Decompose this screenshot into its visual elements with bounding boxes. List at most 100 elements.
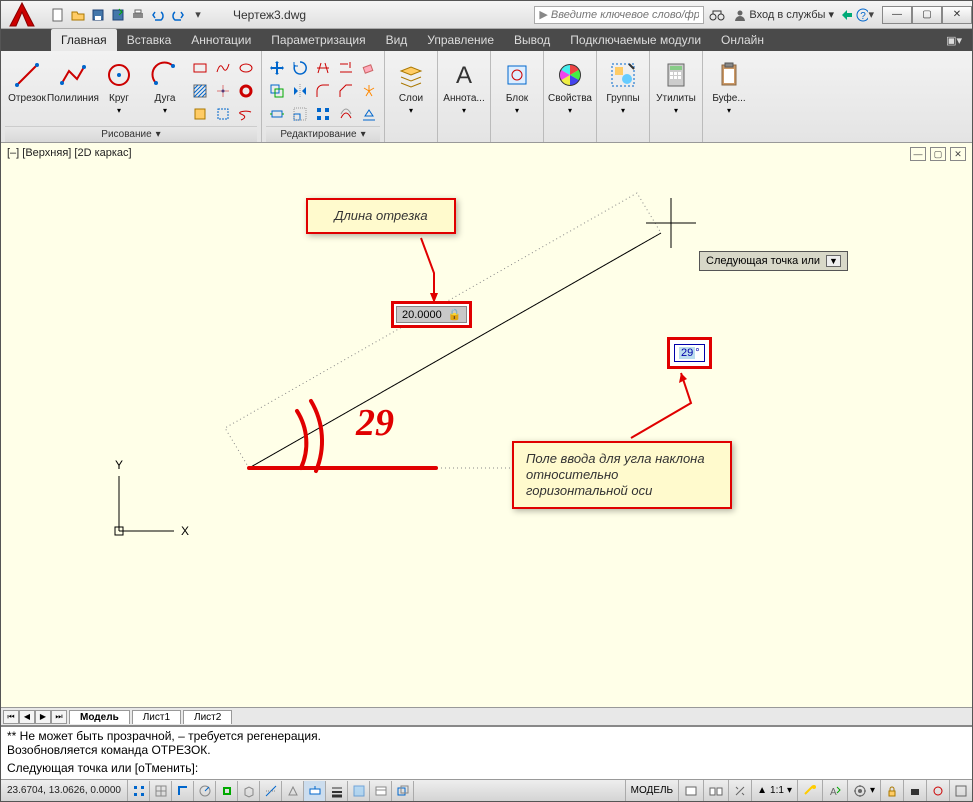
workspace-switching-icon[interactable]: ▾	[847, 780, 880, 801]
quickview-drawings-icon[interactable]	[703, 780, 728, 801]
osnap3d-icon[interactable]	[238, 781, 260, 801]
erase-icon[interactable]	[358, 57, 380, 79]
fillet-icon[interactable]	[312, 80, 334, 102]
snap-icon[interactable]	[128, 781, 150, 801]
hardware-accel-icon[interactable]	[903, 780, 926, 801]
boundary-icon[interactable]	[212, 103, 234, 125]
hatch-icon[interactable]	[189, 80, 211, 102]
open-icon[interactable]	[69, 6, 87, 24]
ellipse-icon[interactable]	[235, 57, 257, 79]
tab-sheet1[interactable]: Лист1	[132, 710, 181, 724]
tab-first-icon[interactable]: ⏮	[3, 710, 19, 724]
tab-insert[interactable]: Вставка	[117, 29, 182, 51]
cmd-prompt[interactable]: Следующая точка или [оТменить]:	[7, 761, 966, 775]
polar-icon[interactable]	[194, 781, 216, 801]
tab-annotations[interactable]: Аннотации	[181, 29, 261, 51]
vp-close-icon[interactable]: ✕	[950, 147, 966, 161]
viewport-label[interactable]: [–] [Верхняя] [2D каркас]	[7, 147, 132, 159]
scale-icon[interactable]	[289, 103, 311, 125]
new-icon[interactable]	[49, 6, 67, 24]
extend-icon[interactable]	[335, 57, 357, 79]
annotation-visibility-icon[interactable]	[797, 780, 822, 801]
offset-icon[interactable]	[335, 103, 357, 125]
clean-screen-icon[interactable]	[949, 780, 972, 801]
point-icon[interactable]	[212, 80, 234, 102]
circle-button[interactable]: Круг▾	[97, 57, 141, 117]
tab-last-icon[interactable]: ⏭	[51, 710, 67, 724]
block-button[interactable]: Блок▾	[495, 57, 539, 117]
groups-button[interactable]: Группы▾	[601, 57, 645, 117]
clipboard-button[interactable]: Буфе...▾	[707, 57, 751, 117]
selection-cycling-icon[interactable]	[392, 781, 414, 801]
otrack-icon[interactable]	[260, 781, 282, 801]
grid-icon[interactable]	[150, 781, 172, 801]
line-button[interactable]: Отрезок	[5, 57, 49, 106]
ribbon-expand-icon[interactable]: ▣▾	[936, 29, 972, 51]
toolbar-lock-icon[interactable]	[880, 780, 903, 801]
transparency-icon[interactable]	[348, 781, 370, 801]
chamfer-icon[interactable]	[335, 80, 357, 102]
annotation-scale[interactable]: ▲1:1▾	[751, 780, 797, 801]
ducs-icon[interactable]	[282, 781, 304, 801]
command-line[interactable]: ** Не может быть прозрачной, – требуется…	[1, 725, 972, 779]
help-icon[interactable]: ?▾	[856, 6, 874, 24]
app-menu-icon[interactable]	[5, 0, 39, 32]
tab-output[interactable]: Вывод	[504, 29, 560, 51]
minimize-button[interactable]: —	[882, 6, 912, 24]
align-icon[interactable]	[358, 103, 380, 125]
login-button[interactable]: Вход в службы▾	[730, 8, 838, 21]
isolate-objects-icon[interactable]	[926, 780, 949, 801]
dimension-input[interactable]: 20.0000 🔒	[396, 306, 467, 323]
save-icon[interactable]	[89, 6, 107, 24]
vp-minimize-icon[interactable]: —	[910, 147, 926, 161]
polyline-button[interactable]: Полилиния	[51, 57, 95, 106]
arc-button[interactable]: Дуга▾	[143, 57, 187, 117]
angle-input[interactable]: 29°	[674, 344, 705, 362]
explode-icon[interactable]	[358, 80, 380, 102]
layers-button[interactable]: Слои▾	[389, 57, 433, 117]
tab-manage[interactable]: Управление	[417, 29, 504, 51]
tab-plugins[interactable]: Подключаемые модули	[560, 29, 711, 51]
array-icon[interactable]	[312, 103, 334, 125]
properties-button[interactable]: Свойства▾	[548, 57, 592, 117]
spline-icon[interactable]	[212, 57, 234, 79]
tab-online[interactable]: Онлайн	[711, 29, 774, 51]
tab-sheet2[interactable]: Лист2	[183, 710, 232, 724]
annotation-button[interactable]: AАннота...▾	[442, 57, 486, 117]
saveas-icon[interactable]	[109, 6, 127, 24]
dyn-icon[interactable]	[304, 781, 326, 801]
stretch-icon[interactable]	[266, 103, 288, 125]
maximize-button[interactable]: ▢	[912, 6, 942, 24]
qp-icon[interactable]	[370, 781, 392, 801]
vp-maximize-icon[interactable]: ▢	[930, 147, 946, 161]
qat-dropdown-icon[interactable]: ▾	[189, 6, 207, 24]
move-icon[interactable]	[266, 57, 288, 79]
exchange-icon[interactable]	[838, 6, 856, 24]
drawing-canvas[interactable]: X Y Длина отрезка 20.	[1, 143, 972, 707]
rect-icon[interactable]	[189, 57, 211, 79]
rotate-icon[interactable]	[289, 57, 311, 79]
ortho-icon[interactable]	[172, 781, 194, 801]
lineweight-icon[interactable]	[326, 781, 348, 801]
utilities-button[interactable]: Утилиты▾	[654, 57, 698, 117]
print-icon[interactable]	[129, 6, 147, 24]
tab-next-icon[interactable]: ▶	[35, 710, 51, 724]
annotation-scale-icon[interactable]	[728, 780, 751, 801]
redo-icon[interactable]	[169, 6, 187, 24]
tab-home[interactable]: Главная	[51, 29, 117, 51]
trim-icon[interactable]	[312, 57, 334, 79]
tab-prev-icon[interactable]: ◀	[19, 710, 35, 724]
donut-icon[interactable]	[235, 80, 257, 102]
tab-view[interactable]: Вид	[376, 29, 418, 51]
search-binoculars-icon[interactable]	[708, 6, 726, 24]
helix-icon[interactable]	[235, 103, 257, 125]
model-space-label[interactable]: МОДЕЛЬ	[625, 780, 678, 801]
tab-model[interactable]: Модель	[69, 710, 130, 724]
quickview-layouts-icon[interactable]	[678, 780, 703, 801]
search-input[interactable]	[551, 9, 700, 21]
coordinates[interactable]: 23.6704, 13.0626, 0.0000	[1, 780, 128, 801]
annotation-autoscale-icon[interactable]: A	[822, 780, 847, 801]
tab-parametric[interactable]: Параметризация	[261, 29, 375, 51]
region-icon[interactable]	[189, 103, 211, 125]
close-button[interactable]: ✕	[942, 6, 972, 24]
